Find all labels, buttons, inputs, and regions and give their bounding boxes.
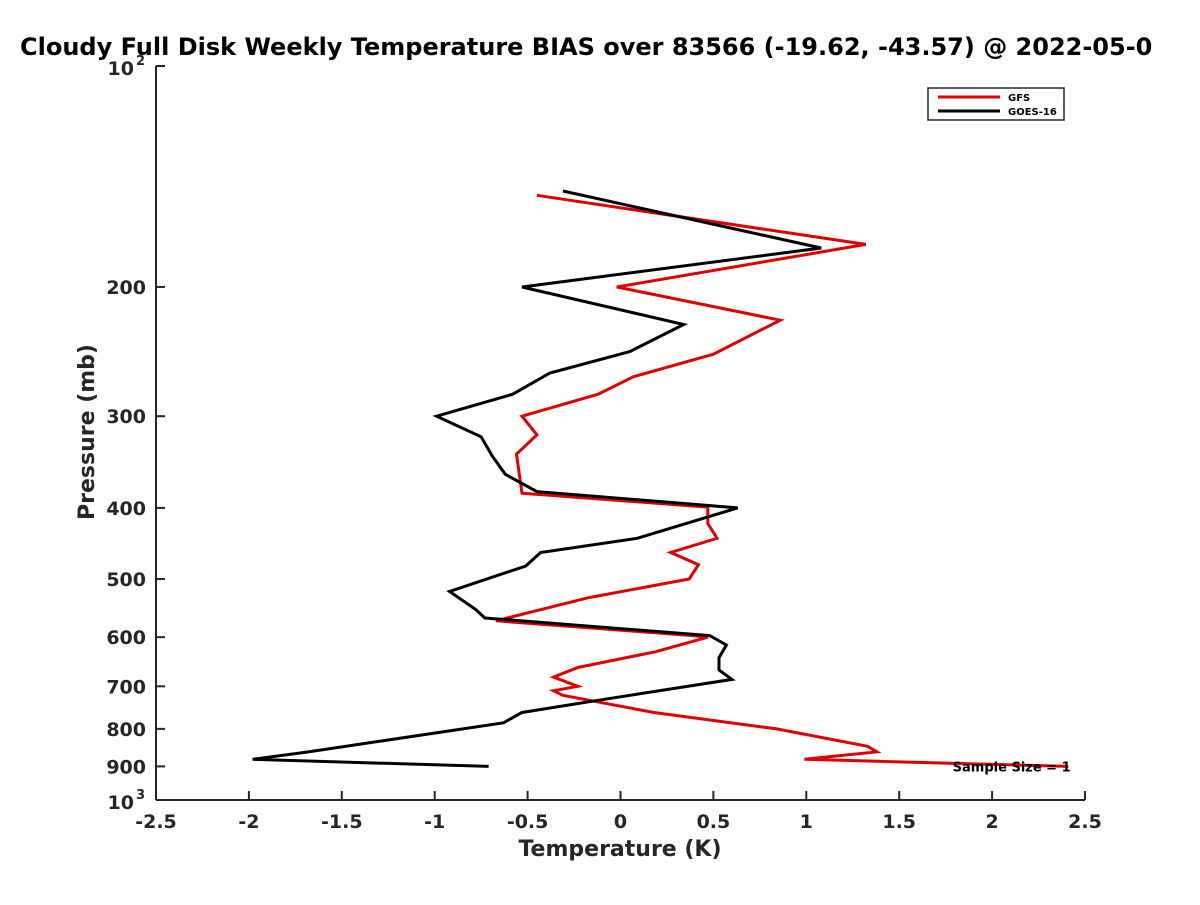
x-tick-label: 1.5: [882, 811, 916, 833]
y-tick-label: 900: [106, 756, 146, 778]
y-tick-label: 500: [106, 569, 146, 591]
legend-label: GOES-16: [1008, 107, 1057, 118]
y-edge-label-exponent: 3: [136, 788, 145, 803]
y-tick-label: 600: [106, 627, 146, 649]
x-tick-label: 2.5: [1068, 811, 1102, 833]
y-tick-label: 400: [106, 498, 146, 520]
x-tick-label: 0: [614, 811, 627, 833]
y-edge-label-base: 10: [108, 792, 134, 814]
x-tick-label: 1: [800, 811, 813, 833]
x-tick-label: 2: [985, 811, 998, 833]
x-tick-label: 0.5: [697, 811, 731, 833]
legend-label: GFS: [1008, 93, 1030, 104]
x-axis-label: Temperature (K): [518, 837, 721, 862]
legend-box: [927, 87, 1065, 121]
series-line-goes-16: [252, 189, 822, 768]
series-line-gfs: [495, 193, 1069, 768]
y-tick-label: 200: [106, 277, 146, 299]
x-tick-label: -1: [424, 811, 445, 833]
x-tick-label: -1.5: [321, 811, 363, 833]
y-axis-label: Pressure (mb): [75, 344, 100, 520]
y-tick-label: 300: [106, 406, 146, 428]
y-tick-label: 700: [106, 676, 146, 698]
sample-size-annotation: Sample Size = 1: [953, 760, 1071, 775]
y-edge-label-base: 10: [108, 58, 134, 80]
chart-title: Cloudy Full Disk Weekly Temperature BIAS…: [20, 33, 1152, 61]
x-tick-label: -2.5: [135, 811, 177, 833]
y-tick-label: 800: [106, 719, 146, 741]
x-tick-label: -2: [238, 811, 259, 833]
x-tick-label: -0.5: [507, 811, 549, 833]
y-edge-label-exponent: 2: [136, 54, 145, 69]
